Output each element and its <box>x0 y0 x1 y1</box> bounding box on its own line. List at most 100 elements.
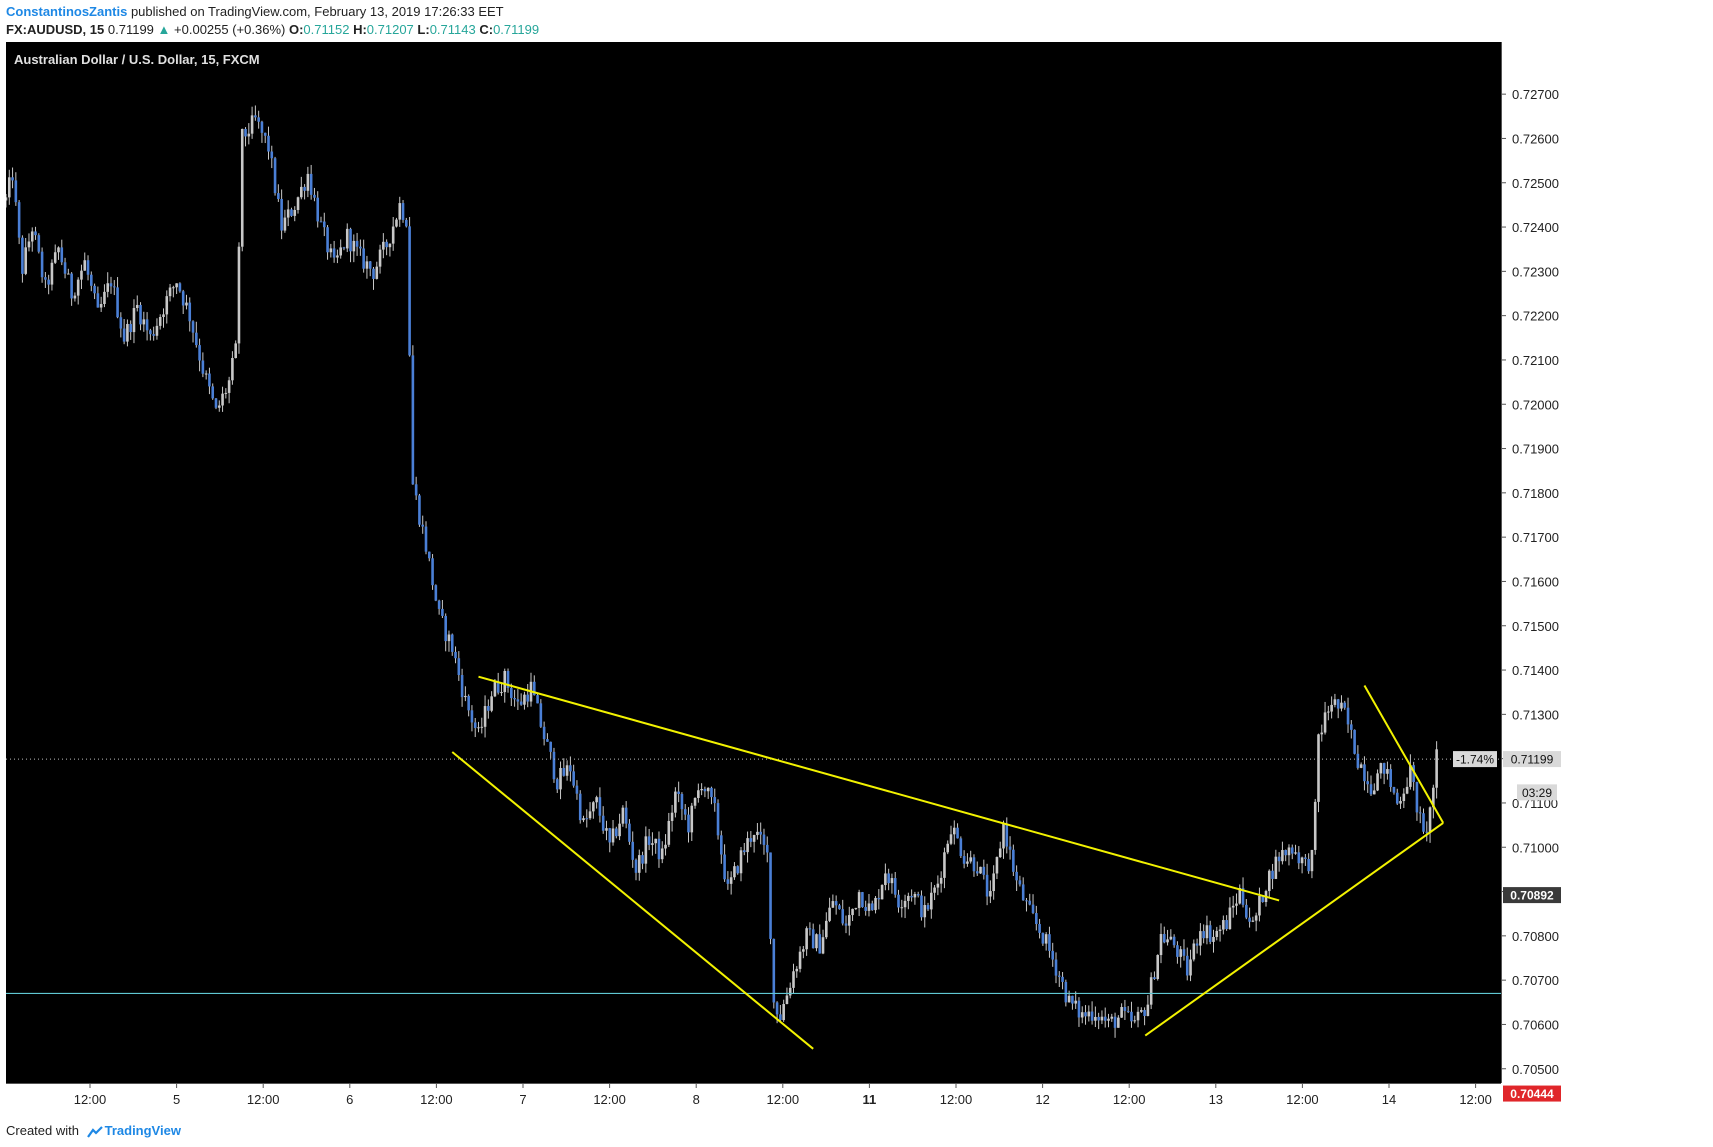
candle-body <box>76 279 80 296</box>
candle-body <box>221 393 224 406</box>
x-tick-label: 7 <box>519 1092 526 1107</box>
candle-body <box>1346 707 1350 725</box>
close-value: 0.71199 <box>493 22 540 37</box>
candle-body <box>444 615 447 642</box>
x-tick-label: 12:00 <box>247 1092 280 1107</box>
y-tick-label: 0.71900 <box>1512 442 1559 457</box>
candle-body <box>713 797 717 804</box>
close-label: C: <box>479 22 494 37</box>
candle-body <box>414 484 418 496</box>
percent-change-label-bg <box>1453 751 1497 768</box>
price-chart[interactable]: Australian Dollar / U.S. Dollar, 15, FXC… <box>4 42 1707 1113</box>
candle-body <box>687 814 690 833</box>
candle-body <box>99 304 103 308</box>
candle-body <box>1120 1006 1123 1018</box>
trendline[interactable] <box>1363 685 1445 824</box>
candle-body <box>1254 915 1258 921</box>
time-scale-background <box>6 1083 1501 1113</box>
candle-body <box>336 255 339 258</box>
candle-countdown-label: 03:29 <box>1522 786 1552 800</box>
candle-body <box>532 681 536 696</box>
candle-body <box>391 226 395 244</box>
x-tick-label: 12:00 <box>593 1092 626 1107</box>
candle-body <box>342 247 346 249</box>
candle-body <box>1422 813 1425 832</box>
open-label: O: <box>288 22 304 37</box>
candle-body <box>1418 812 1422 814</box>
y-tick-label: 0.70600 <box>1512 1017 1559 1032</box>
trendline[interactable] <box>451 751 814 1050</box>
candle-body <box>116 287 119 318</box>
candle-body <box>349 228 352 252</box>
candle-body <box>1094 1016 1097 1021</box>
candle-body <box>211 386 215 399</box>
candle-body <box>1067 995 1071 1003</box>
y-tick-label: 0.71300 <box>1512 707 1559 722</box>
candle-body <box>267 135 270 152</box>
candle-body <box>510 687 513 699</box>
candle-body <box>831 901 835 908</box>
candle-body <box>1087 1011 1091 1017</box>
candle-body <box>1169 936 1173 940</box>
candle-body <box>277 193 280 199</box>
candle-body <box>247 133 251 137</box>
candle-body <box>798 951 802 969</box>
candle-body <box>903 900 907 908</box>
candle-body <box>621 807 625 824</box>
candle-body <box>1333 699 1337 705</box>
candle-body <box>1399 800 1402 804</box>
candle-body <box>933 887 936 893</box>
candle-body <box>1317 734 1320 802</box>
candle-body <box>1261 895 1265 902</box>
footer: Created with TradingView <box>6 1123 181 1138</box>
candle-body <box>575 785 579 794</box>
candle-body <box>578 793 582 821</box>
candle-body <box>60 247 64 263</box>
candle-body <box>555 779 559 790</box>
candle-body <box>487 706 490 711</box>
author-link[interactable]: ConstantinosZantis <box>6 4 128 19</box>
candle-body <box>654 838 657 844</box>
y-tick-label: 0.70700 <box>1512 973 1559 988</box>
x-tick-label: 12:00 <box>940 1092 973 1107</box>
candle-body <box>454 651 457 659</box>
candle-body <box>736 866 740 874</box>
candle-body <box>109 283 113 287</box>
x-tick-label: 12:00 <box>74 1092 107 1107</box>
candle-body <box>227 380 231 393</box>
candle-body <box>273 158 277 194</box>
x-tick-label: 12:00 <box>1459 1092 1492 1107</box>
candle-body <box>421 524 425 527</box>
candle-body <box>569 765 572 772</box>
candle-body <box>1392 786 1396 793</box>
candle-body <box>217 405 221 408</box>
chart-area[interactable]: Australian Dollar / U.S. Dollar, 15, FXC… <box>4 42 1707 1113</box>
candle-body <box>956 827 959 839</box>
trendline[interactable] <box>1144 822 1444 1037</box>
candle-body <box>907 895 910 901</box>
candle-body <box>549 741 552 752</box>
candle-body <box>145 319 149 331</box>
x-tick-label: 8 <box>693 1092 700 1107</box>
candle-body <box>1159 934 1163 956</box>
candle-body <box>769 852 772 939</box>
candle-body <box>792 971 795 988</box>
low-label: L: <box>417 22 430 37</box>
candle-body <box>470 710 474 723</box>
candle-body <box>464 695 467 698</box>
trendline[interactable] <box>478 675 1280 902</box>
candle-body <box>818 934 822 954</box>
candle-body <box>588 811 592 819</box>
candle-body <box>913 894 917 898</box>
price-scale-background <box>1501 42 1707 1113</box>
candle-body <box>27 241 31 248</box>
candle-body <box>290 209 293 216</box>
candle-body <box>542 726 546 740</box>
current-price-label-bg <box>1503 751 1561 768</box>
tradingview-brand[interactable]: TradingView <box>104 1123 181 1138</box>
candle-body <box>322 221 326 228</box>
y-tick-label: 0.72400 <box>1512 220 1559 235</box>
candle-body <box>1409 765 1412 787</box>
candle-body <box>697 790 700 798</box>
candle-body <box>47 279 50 285</box>
